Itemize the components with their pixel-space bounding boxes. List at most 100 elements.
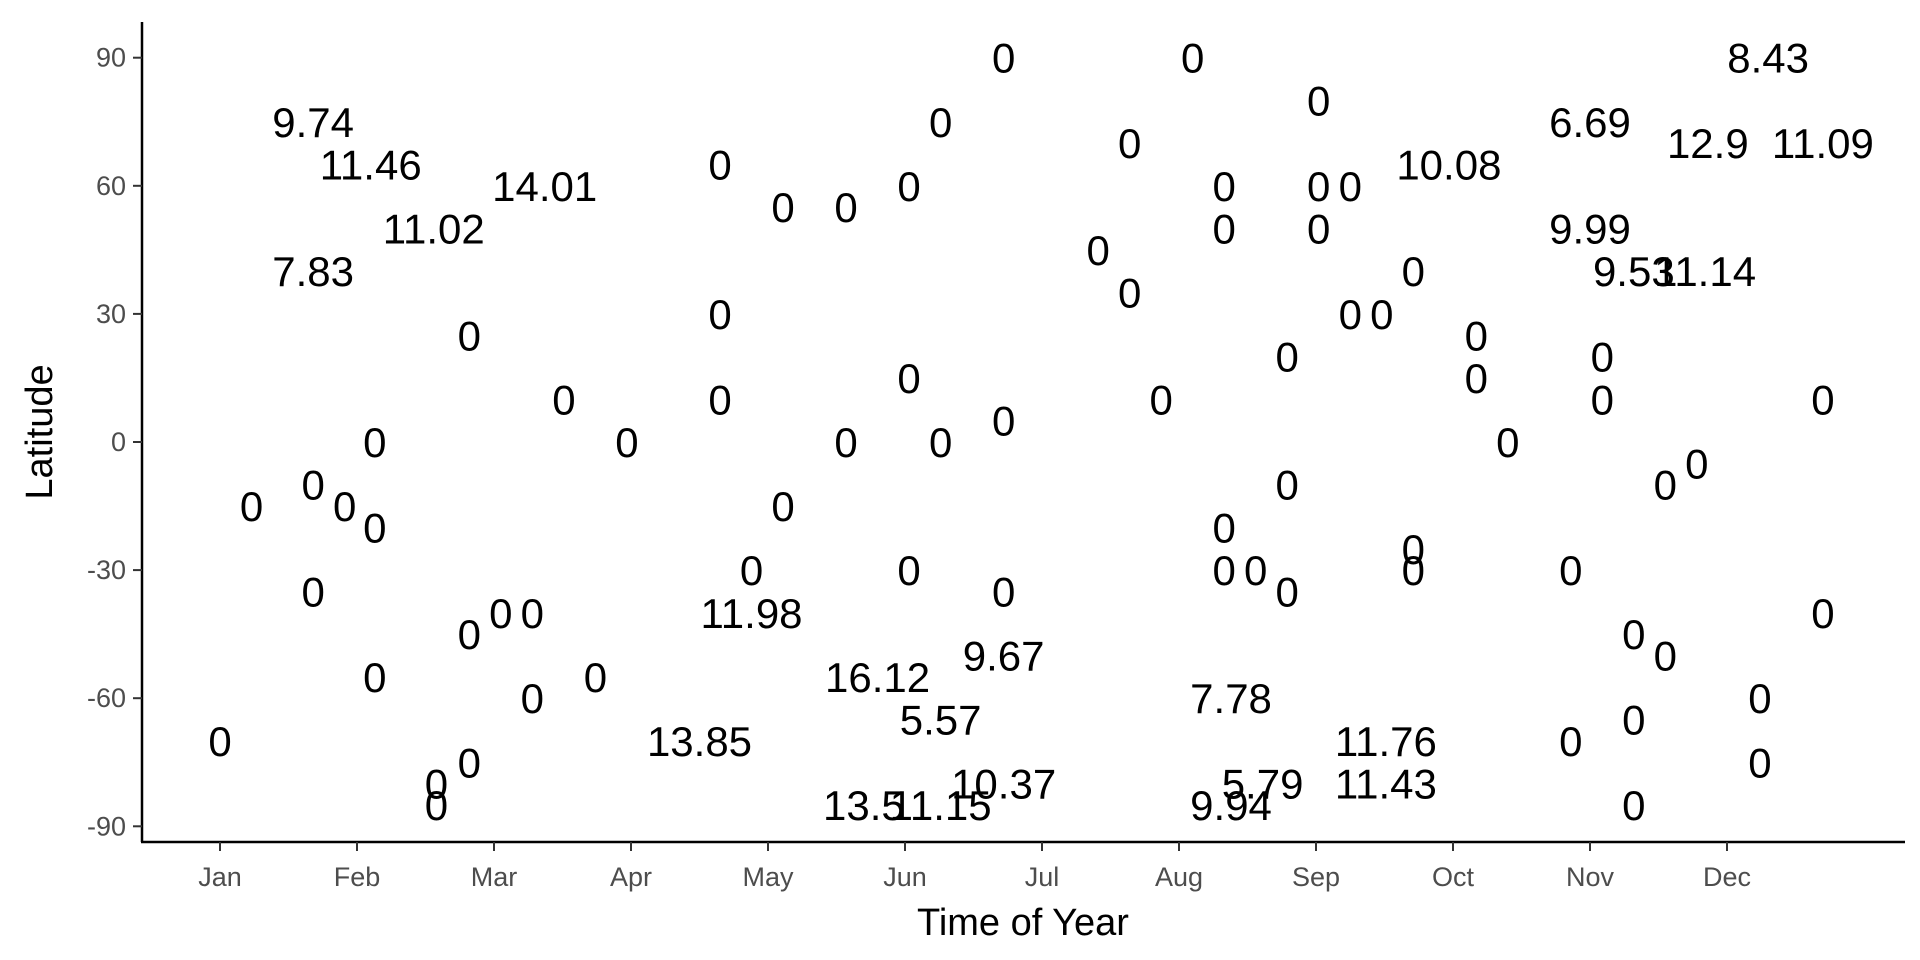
point-label: 0 (1465, 355, 1488, 402)
point-label: 0 (992, 35, 1015, 82)
point-label: 0 (1811, 376, 1834, 423)
point-label: 0 (301, 568, 324, 615)
point-label: 0 (208, 718, 231, 765)
x-tick-label: Apr (610, 862, 652, 892)
point-label: 0 (458, 312, 481, 359)
point-label: 9.74 (272, 99, 354, 146)
point-label: 0 (1307, 77, 1330, 124)
point-label: 0 (992, 398, 1015, 445)
point-label: 11.46 (320, 141, 422, 188)
y-tick-label: -30 (87, 555, 126, 585)
point-label: 10.08 (1396, 141, 1501, 188)
point-label: 0 (1496, 419, 1519, 466)
point-label: 0 (834, 419, 857, 466)
point-label: 0 (333, 483, 356, 530)
point-label: 0 (740, 547, 763, 594)
point-label: 0 (458, 739, 481, 786)
point-label: 0 (1811, 590, 1834, 637)
point-label: 0 (1276, 334, 1299, 381)
point-label: 0 (1591, 334, 1614, 381)
x-ticks: Jan Feb Mar Apr May Jun Jul Aug Sep Oct Nov Dec (198, 842, 1751, 892)
point-label: 9.67 (963, 633, 1045, 680)
point-label: 13.5 (823, 782, 905, 829)
point-label: 0 (363, 419, 386, 466)
point-label: 0 (1559, 547, 1582, 594)
point-label: 0 (1213, 547, 1236, 594)
point-label: 0 (1402, 248, 1425, 295)
point-label: 0 (1213, 504, 1236, 551)
point-label: 0 (1181, 35, 1204, 82)
point-label: 0 (615, 419, 638, 466)
point-label: 5.57 (900, 697, 982, 744)
axes-layer (140, 22, 1905, 844)
point-label: 0 (897, 163, 920, 210)
point-label: 7.78 (1190, 675, 1272, 722)
point-label: 0 (1748, 739, 1771, 786)
point-label: 0 (708, 376, 731, 423)
point-label: 0 (1213, 206, 1236, 253)
x-tick-label: Mar (471, 862, 518, 892)
point-label: 0 (897, 355, 920, 402)
point-label: 0 (1339, 163, 1362, 210)
y-ticks: 90 60 30 0 -30 -60 -90 (87, 43, 142, 841)
point-label: 11.15 (890, 782, 992, 829)
x-tick-label: Oct (1432, 862, 1475, 892)
point-label: 10.37 (951, 761, 1056, 808)
point-label: 0 (1307, 206, 1330, 253)
point-label: 0 (929, 419, 952, 466)
point-label: 14.01 (492, 163, 597, 210)
point-label: 0 (363, 654, 386, 701)
point-label: 11.02 (383, 206, 485, 253)
point-label: 0 (1559, 718, 1582, 765)
point-label: 0 (425, 782, 448, 829)
point-label: 0 (425, 761, 448, 808)
point-label: 0 (1244, 547, 1267, 594)
x-tick-label: Aug (1155, 862, 1203, 892)
point-label: 0 (240, 483, 263, 530)
point-label: 0 (771, 483, 794, 530)
point-label: 0 (897, 547, 920, 594)
point-label: 0 (1150, 376, 1173, 423)
y-tick-label: -90 (87, 811, 126, 841)
x-tick-label: Dec (1703, 862, 1751, 892)
point-label: 0 (708, 141, 731, 188)
point-label: 0 (1622, 782, 1645, 829)
point-label: 0 (521, 675, 544, 722)
point-label: 0 (1118, 120, 1141, 167)
y-tick-label: 30 (96, 299, 126, 329)
point-label: 0 (301, 462, 324, 509)
x-tick-label: Jul (1025, 862, 1060, 892)
point-label: 11.09 (1772, 120, 1874, 167)
point-label: 9.99 (1549, 206, 1631, 253)
point-label: 0 (1402, 547, 1425, 594)
point-label: 0 (1339, 291, 1362, 338)
point-label: 0 (992, 568, 1015, 615)
y-tick-label: 60 (96, 171, 126, 201)
point-label: 0 (1591, 376, 1614, 423)
point-label: 0 (1465, 312, 1488, 359)
y-tick-label: 90 (96, 43, 126, 73)
point-label: 0 (584, 654, 607, 701)
x-tick-label: Nov (1566, 862, 1615, 892)
point-label: 0 (708, 291, 731, 338)
point-label: 11.98 (701, 590, 803, 637)
point-label: 0 (1086, 227, 1109, 274)
point-label: 0 (1370, 291, 1393, 338)
y-axis-title: Latitude (19, 364, 61, 499)
point-label: 0 (834, 184, 857, 231)
point-label: 0 (1402, 526, 1425, 573)
point-label: 5.79 (1222, 761, 1304, 808)
y-tick-label: -60 (87, 683, 126, 713)
x-axis-title: Time of Year (917, 902, 1129, 944)
point-label: 0 (1748, 675, 1771, 722)
point-label: 9.94 (1190, 782, 1272, 829)
point-label: 11.14 (1654, 248, 1756, 295)
point-label: 0 (552, 376, 575, 423)
point-label: 11.43 (1335, 761, 1437, 808)
point-label: 7.83 (272, 248, 354, 295)
point-label: 0 (1654, 462, 1677, 509)
point-label: 0 (1276, 462, 1299, 509)
